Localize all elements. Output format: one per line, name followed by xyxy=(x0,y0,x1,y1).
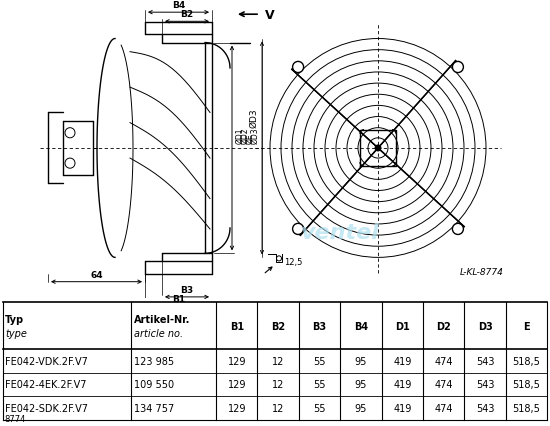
Text: 12: 12 xyxy=(272,356,284,366)
Text: 518,5: 518,5 xyxy=(513,356,541,366)
Text: 95: 95 xyxy=(355,403,367,413)
Text: ØE: ØE xyxy=(245,133,254,144)
Text: D1: D1 xyxy=(395,321,410,331)
Text: 129: 129 xyxy=(228,380,246,389)
Text: FE042-4EK.2F.V7: FE042-4EK.2F.V7 xyxy=(5,380,86,389)
Text: B2: B2 xyxy=(180,10,194,19)
Text: type: type xyxy=(5,328,27,338)
Text: Typ: Typ xyxy=(5,314,24,324)
Text: 12: 12 xyxy=(272,403,284,413)
Circle shape xyxy=(375,146,381,152)
Text: 64: 64 xyxy=(90,270,103,279)
Text: 55: 55 xyxy=(314,356,326,366)
Text: 12: 12 xyxy=(272,380,284,389)
Text: 419: 419 xyxy=(393,403,411,413)
Text: 474: 474 xyxy=(434,380,453,389)
Text: 543: 543 xyxy=(476,356,494,366)
Text: ØD1: ØD1 xyxy=(235,127,244,144)
Text: 55: 55 xyxy=(314,403,326,413)
Text: 419: 419 xyxy=(393,380,411,389)
Text: D2: D2 xyxy=(436,321,451,331)
Text: 8774: 8774 xyxy=(4,414,26,423)
Text: E: E xyxy=(523,321,530,331)
Circle shape xyxy=(293,62,304,73)
Text: B1: B1 xyxy=(172,294,185,303)
Text: 134 757: 134 757 xyxy=(134,403,174,413)
Text: 543: 543 xyxy=(476,380,494,389)
Text: 474: 474 xyxy=(434,356,453,366)
Text: B2: B2 xyxy=(271,321,285,331)
Text: B4: B4 xyxy=(172,1,185,10)
Text: ØD2: ØD2 xyxy=(240,127,249,144)
Text: FE042-VDK.2F.V7: FE042-VDK.2F.V7 xyxy=(5,356,88,366)
Text: article no.: article no. xyxy=(134,328,183,338)
Text: 419: 419 xyxy=(393,356,411,366)
Text: 55: 55 xyxy=(314,380,326,389)
Circle shape xyxy=(293,224,304,235)
Text: ØD3: ØD3 xyxy=(250,127,259,144)
Text: B1: B1 xyxy=(230,321,244,331)
Text: 12,5: 12,5 xyxy=(284,257,302,266)
Text: 129: 129 xyxy=(228,403,246,413)
Text: V: V xyxy=(265,9,274,22)
Text: 543: 543 xyxy=(476,403,494,413)
Circle shape xyxy=(453,62,464,73)
Text: B3: B3 xyxy=(312,321,327,331)
Text: 123 985: 123 985 xyxy=(134,356,174,366)
Text: D3: D3 xyxy=(478,321,492,331)
Text: 129: 129 xyxy=(228,356,246,366)
Text: ØD3: ØD3 xyxy=(249,109,258,128)
Text: 518,5: 518,5 xyxy=(513,380,541,389)
Text: FE042-SDK.2F.V7: FE042-SDK.2F.V7 xyxy=(5,403,88,413)
Text: 109 550: 109 550 xyxy=(134,380,174,389)
Text: L-KL-8774: L-KL-8774 xyxy=(460,267,504,276)
Text: 518,5: 518,5 xyxy=(513,403,541,413)
Text: 95: 95 xyxy=(355,356,367,366)
Text: B4: B4 xyxy=(354,321,368,331)
Text: 95: 95 xyxy=(355,380,367,389)
Text: ventel: ventel xyxy=(300,222,379,242)
Text: B3: B3 xyxy=(180,285,194,294)
Text: Artikel-Nr.: Artikel-Nr. xyxy=(134,314,190,324)
Circle shape xyxy=(453,224,464,235)
Text: 474: 474 xyxy=(434,403,453,413)
